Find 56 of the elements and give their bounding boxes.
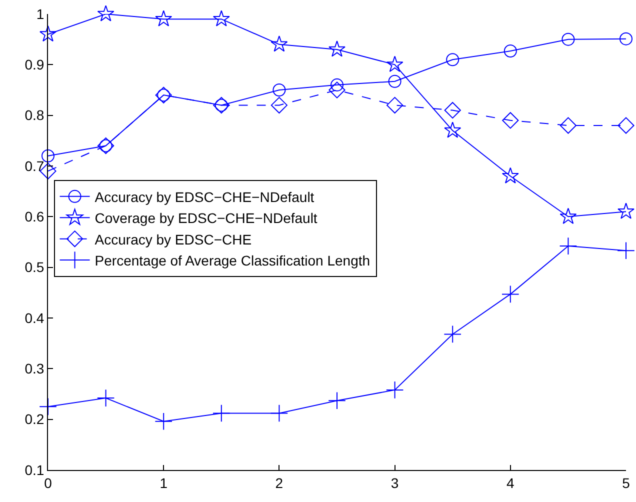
point <box>502 112 519 129</box>
point <box>212 404 230 422</box>
y-tick-label: 0.2 <box>24 411 44 428</box>
point <box>270 404 288 422</box>
x-tick-label: 0 <box>44 474 52 491</box>
x-tick-label: 3 <box>390 474 399 491</box>
point <box>386 56 404 72</box>
point <box>154 412 172 430</box>
point <box>388 74 402 88</box>
y-tick-label: 0.5 <box>24 259 44 276</box>
point <box>155 10 172 26</box>
point <box>328 392 346 410</box>
point <box>444 325 462 344</box>
x-tick-label: 1 <box>160 474 168 491</box>
legend-label: Accuracy by EDSC−CHE <box>94 231 252 248</box>
x-tick-label: 5 <box>622 474 630 491</box>
point <box>270 36 288 52</box>
point <box>504 44 517 58</box>
point <box>618 202 634 219</box>
point <box>559 237 578 255</box>
y-tick-label: 0.7 <box>24 158 44 174</box>
point <box>97 5 114 22</box>
y-tick-label: 0.9 <box>24 56 44 73</box>
y-tick-label: 0.4 <box>24 310 44 326</box>
point <box>270 96 288 114</box>
point <box>446 53 460 66</box>
y-tick-label: 0.6 <box>24 208 44 225</box>
point <box>502 167 519 184</box>
point <box>560 117 576 134</box>
point <box>560 208 577 224</box>
point <box>328 40 346 57</box>
point <box>272 84 286 96</box>
point <box>562 32 575 46</box>
y-tick-label: 0.1 <box>24 462 44 478</box>
point <box>618 117 634 134</box>
point <box>617 242 635 260</box>
point <box>386 96 404 114</box>
point <box>328 82 346 98</box>
legend-label: Percentage of Average Classification Length <box>94 252 370 268</box>
legend-label: Accuracy by EDSC−CHE−NDefault <box>94 188 314 205</box>
y-tick-label: 1 <box>36 6 44 22</box>
point <box>212 10 230 26</box>
x-tick-label: 4 <box>506 474 514 491</box>
point <box>386 381 404 399</box>
point <box>96 389 115 407</box>
point <box>40 25 56 42</box>
point <box>444 102 461 119</box>
legend-label: Coverage by EDSC−CHE−NDefault <box>94 210 318 226</box>
point <box>42 149 54 162</box>
point <box>444 122 462 138</box>
y-tick-label: 0.3 <box>24 360 44 377</box>
x-tick-label: 2 <box>275 474 284 491</box>
point <box>502 285 520 304</box>
point <box>620 32 632 46</box>
y-tick-label: 0.8 <box>24 107 44 124</box>
point <box>39 398 57 416</box>
